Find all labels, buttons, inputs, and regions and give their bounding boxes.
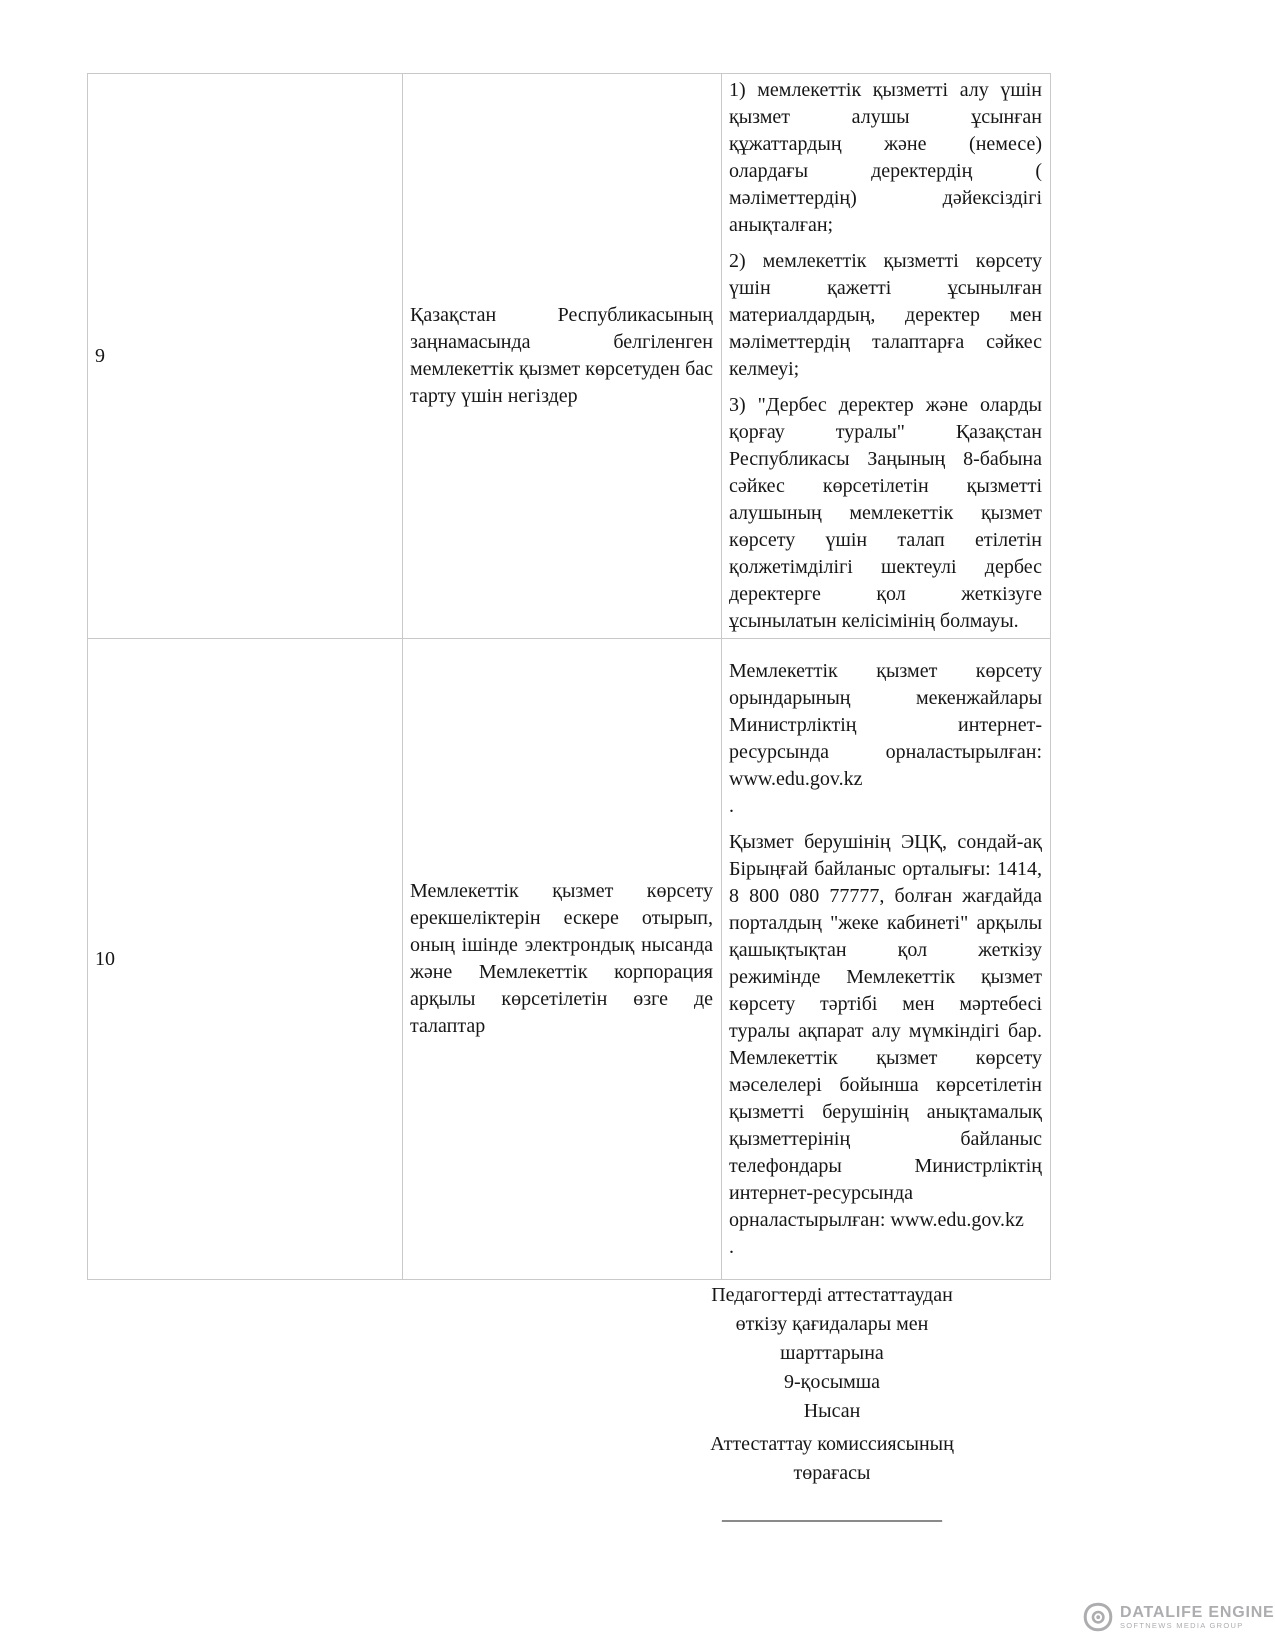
criterion-cell: Мемлекеттік қызмет көрсету ерекшеліктері… [402, 638, 722, 1280]
cell-paragraph: 3) "Дербес деректер және оларды қорғау т… [729, 394, 1042, 632]
wrapped-period: . [729, 1235, 734, 1258]
table-row: 9 Қазақстан Республикасының заңнамасында… [87, 73, 1051, 639]
chairman-line: төрағасы [793, 1462, 871, 1484]
datalife-eye-icon [1083, 1602, 1113, 1632]
criterion-text: Мемлекеттік қызмет көрсету ерекшеліктері… [410, 880, 713, 1037]
wrapped-period: . [729, 794, 734, 817]
table-row: 10 Мемлекеттік қызмет көрсету ерекшелікт… [87, 638, 1051, 1280]
appendix-line: Нысан [803, 1400, 861, 1422]
row-number: 10 [95, 947, 115, 970]
logo-subtitle: SOFTNEWS MEDIA GROUP [1120, 1621, 1244, 1630]
content-cell: 1) мемлекеттік қызметті алу үшін қызмет … [721, 73, 1051, 639]
appendix-line: шарттарына [780, 1342, 884, 1364]
cell-paragraph: Қызмет берушінің ЭЦҚ, сондай-ақ Бірыңғай… [729, 830, 1042, 1231]
row-number-cell: 9 [87, 73, 403, 639]
criterion-cell: Қазақстан Республикасының заңнамасында б… [402, 73, 722, 639]
criterion-text: Қазақстан Республикасының заңнамасында б… [410, 304, 713, 407]
appendix-line: 9-қосымша [783, 1371, 881, 1393]
datalife-engine-logo: DATALIFE ENGINE SOFTNEWS MEDIA GROUP [1083, 1602, 1275, 1632]
cell-paragraph: 1) мемлекеттік қызметті алу үшін қызмет … [729, 79, 1042, 236]
cell-paragraph: Мемлекеттік қызмет көрсету орындарының м… [729, 659, 1042, 790]
content-cell: Мемлекеттік қызмет көрсету орындарының м… [721, 638, 1051, 1280]
chairman-line: Аттестаттау комиссиясының [710, 1433, 954, 1455]
appendix-line: Педагогтерді аттестаттаудан [711, 1284, 953, 1306]
appendix-reference: Педагогтерді аттестаттаудан өткізу қағид… [617, 1281, 1047, 1528]
row-number-cell: 10 [87, 638, 403, 1280]
signature-line: ______________________ [722, 1502, 942, 1524]
row-number: 9 [95, 344, 105, 367]
appendix-line: өткізу қағидалары мен [735, 1313, 929, 1335]
logo-title: DATALIFE ENGINE [1120, 1604, 1275, 1621]
cell-paragraph: 2) мемлекеттік қызметті көрсету үшін қаж… [729, 250, 1042, 380]
service-standard-table: 9 Қазақстан Республикасының заңнамасында… [87, 73, 1051, 1280]
